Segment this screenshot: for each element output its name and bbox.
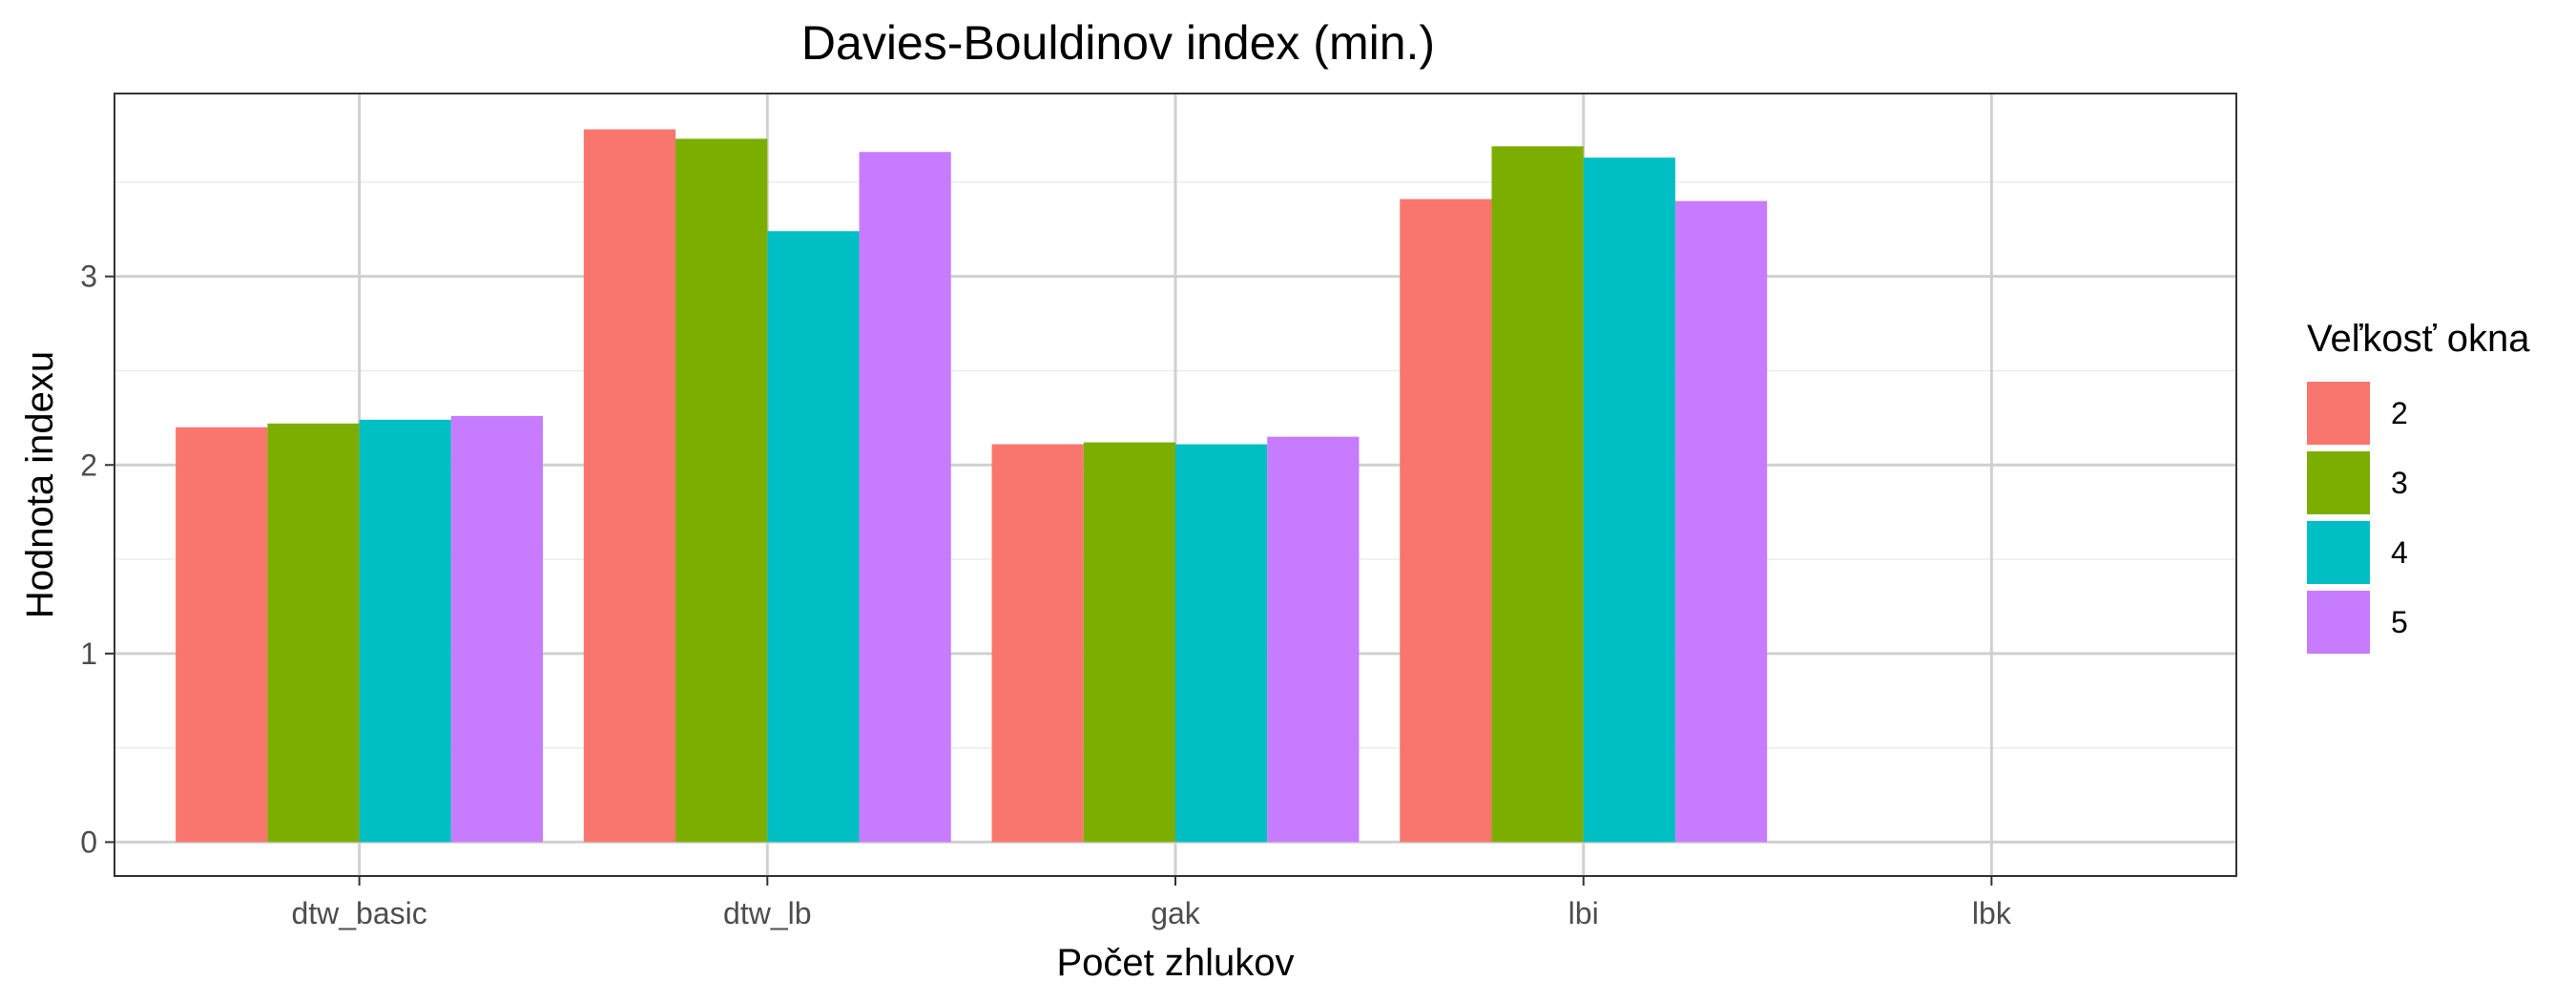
bar-gak-5 xyxy=(1267,436,1360,843)
legend: Veľkosť okna 2 3 4 5 xyxy=(2307,318,2530,654)
x-tick-label: dtw_basic xyxy=(291,896,426,930)
legend-key-4 xyxy=(2307,521,2370,584)
legend-label-4: 4 xyxy=(2391,535,2408,570)
legend-label-5: 5 xyxy=(2391,605,2408,639)
legend-key-2 xyxy=(2307,382,2370,445)
legend-title: Veľkosť okna xyxy=(2307,318,2530,360)
bar-lbi-5 xyxy=(1674,200,1768,843)
bar-dtw_lb-2 xyxy=(583,129,676,843)
bar-dtw_basic-4 xyxy=(359,419,451,843)
y-tick-label: 2 xyxy=(80,448,97,482)
y-axis-title: Hodnota indexu xyxy=(19,351,61,618)
bar-dtw_lb-5 xyxy=(859,152,951,843)
y-axis-ticks: 0 1 2 3 xyxy=(80,260,114,859)
legend-label-3: 3 xyxy=(2391,466,2408,500)
bar-dtw_basic-5 xyxy=(450,415,544,843)
bar-lbi-3 xyxy=(1491,146,1584,843)
bar-gak-3 xyxy=(1083,442,1175,843)
bar-dtw_basic-2 xyxy=(176,427,268,843)
bar-lbi-4 xyxy=(1583,157,1675,843)
y-tick-label: 1 xyxy=(80,637,97,671)
x-axis-ticks: dtw_basic dtw_lb gak lbi lbk xyxy=(291,876,2012,930)
x-tick-label: lbk xyxy=(1972,896,2012,930)
x-axis-title: Počet zhlukov xyxy=(1056,942,1294,984)
bar-dtw_lb-4 xyxy=(767,231,860,843)
bar-gak-2 xyxy=(991,444,1084,843)
chart-title: Davies-Bouldinov index (min.) xyxy=(801,16,1435,70)
legend-key-3 xyxy=(2307,451,2370,514)
legend-label-2: 2 xyxy=(2391,396,2408,430)
legend-key-5 xyxy=(2307,591,2370,654)
x-tick-label: lbi xyxy=(1568,896,1599,930)
bar-gak-4 xyxy=(1175,444,1268,843)
bars xyxy=(176,129,1768,843)
x-tick-label: gak xyxy=(1151,896,1201,930)
bar-lbi-2 xyxy=(1400,198,1492,843)
bar-dtw_basic-3 xyxy=(267,423,360,843)
y-tick-label: 0 xyxy=(80,825,97,859)
bar-dtw_lb-3 xyxy=(675,138,768,843)
y-tick-label: 3 xyxy=(80,260,97,294)
x-tick-label: dtw_lb xyxy=(723,896,812,930)
legend-items: 2 3 4 5 xyxy=(2307,382,2408,654)
